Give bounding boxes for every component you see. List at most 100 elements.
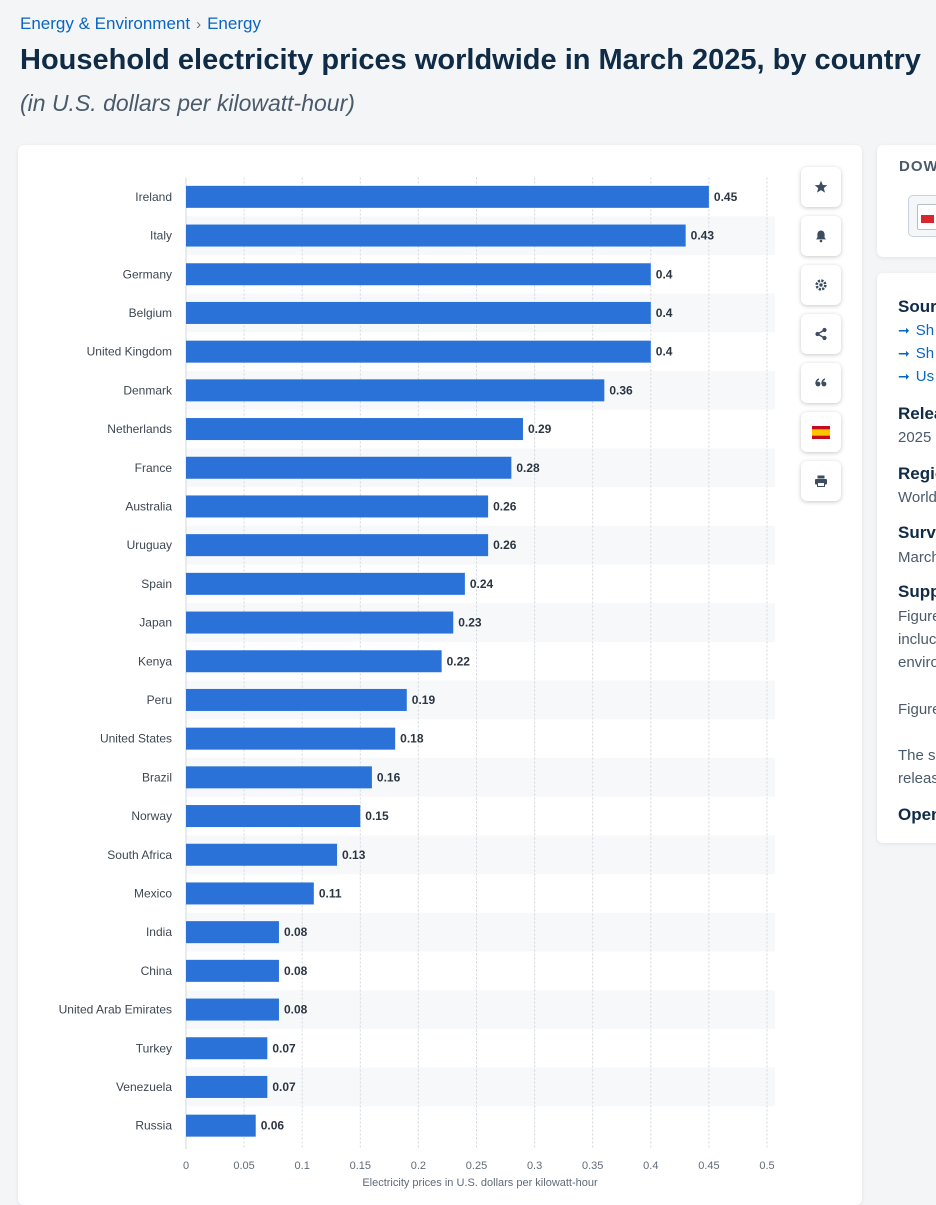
cite-button[interactable] xyxy=(801,363,841,403)
category-label: Japan xyxy=(139,616,172,630)
bar[interactable] xyxy=(186,688,407,711)
bar[interactable] xyxy=(186,959,279,982)
value-label: 0.22 xyxy=(447,654,471,668)
release-heading: Relea xyxy=(898,404,936,423)
settings-button[interactable] xyxy=(801,265,841,305)
bar[interactable] xyxy=(186,456,512,479)
bar[interactable] xyxy=(186,534,489,557)
print-icon xyxy=(815,475,827,487)
pdf-icon xyxy=(917,204,936,230)
bar[interactable] xyxy=(186,843,338,866)
bar[interactable] xyxy=(186,611,454,634)
value-label: 0.26 xyxy=(493,499,517,513)
bar[interactable] xyxy=(186,1114,256,1137)
category-label: Australia xyxy=(125,499,172,513)
print-button[interactable] xyxy=(801,461,841,501)
x-tick-label: 0.45 xyxy=(698,1160,719,1172)
supplementary-line: Figure xyxy=(898,701,936,718)
bar[interactable] xyxy=(186,882,314,905)
supplementary-line: releas xyxy=(898,770,936,787)
bar[interactable] xyxy=(186,805,361,828)
category-label: China xyxy=(141,964,173,978)
breadcrumb-link-energy[interactable]: Energy xyxy=(207,14,261,33)
chart-x-ticks: 0 0.05 0.1 0.15 0.2 0.25 0.3 0.35 0.4 0.45 0.5 xyxy=(183,1160,775,1172)
value-label: 0.4 xyxy=(656,345,673,359)
arrow-right-icon: ➞ xyxy=(898,345,910,361)
bar[interactable] xyxy=(186,185,709,208)
category-label: Denmark xyxy=(123,383,173,397)
value-label: 0.18 xyxy=(400,732,424,746)
quote-icon xyxy=(815,378,827,387)
arrow-right-icon: ➞ xyxy=(898,368,910,384)
bar-chart: Ireland Italy Germany Belgium United Kingdom… xyxy=(59,177,775,1189)
source-link-1-label: Sh xyxy=(915,322,935,339)
page-title: Household electricity prices worldwide i… xyxy=(20,44,921,76)
value-label: 0.26 xyxy=(493,538,517,552)
value-label: 0.28 xyxy=(516,461,540,475)
chart-bars xyxy=(186,185,709,1137)
row-band xyxy=(186,1067,775,1107)
source-link-2-label: Sh xyxy=(915,345,935,362)
source-link-3-label: Us xyxy=(915,368,935,385)
bar[interactable] xyxy=(186,727,396,750)
supplementary-line: Figure xyxy=(898,608,936,625)
bar[interactable] xyxy=(186,340,651,363)
survey-value: March xyxy=(898,549,936,566)
bar[interactable] xyxy=(186,263,651,286)
bar[interactable] xyxy=(186,650,442,673)
notification-button[interactable] xyxy=(801,216,841,256)
bar[interactable] xyxy=(186,572,465,595)
language-button[interactable] xyxy=(801,412,841,452)
category-label: Netherlands xyxy=(107,422,172,436)
bar[interactable] xyxy=(186,495,489,518)
star-icon xyxy=(814,180,828,193)
bar[interactable] xyxy=(186,1075,268,1098)
value-label: 0.11 xyxy=(319,886,342,900)
source-heading: Sour xyxy=(898,297,936,316)
row-band xyxy=(186,912,775,952)
x-tick-label: 0.1 xyxy=(295,1160,310,1172)
value-label: 0.24 xyxy=(470,577,494,591)
bar[interactable] xyxy=(186,1037,268,1060)
bar[interactable] xyxy=(186,921,279,944)
arrow-right-icon: ➞ xyxy=(898,322,910,338)
value-label: 0.19 xyxy=(412,693,436,707)
category-label: India xyxy=(146,925,172,939)
value-label: 0.4 xyxy=(656,306,673,320)
bar[interactable] xyxy=(186,379,605,402)
open-access-heading: Open xyxy=(898,805,936,824)
bar[interactable] xyxy=(186,301,651,324)
share-button[interactable] xyxy=(801,314,841,354)
chart-category-labels: Ireland Italy Germany Belgium United Kingdom… xyxy=(59,190,173,1133)
value-label: 0.36 xyxy=(609,383,633,397)
region-heading: Regio xyxy=(898,464,936,483)
value-label: 0.45 xyxy=(714,190,738,204)
category-label: France xyxy=(135,461,173,475)
category-label: Ireland xyxy=(135,190,172,204)
bar[interactable] xyxy=(186,766,372,789)
survey-heading: Surve xyxy=(898,523,936,542)
source-link-1[interactable]: ➞ Sh xyxy=(898,322,934,339)
x-tick-label: 0.25 xyxy=(466,1160,487,1172)
source-link-3[interactable]: ➞ Us xyxy=(898,368,934,385)
value-label: 0.06 xyxy=(261,1119,285,1133)
category-label: Italy xyxy=(150,229,172,243)
favorite-button[interactable] xyxy=(801,167,841,207)
gear-icon xyxy=(815,279,827,291)
breadcrumb-separator: › xyxy=(196,15,202,33)
breadcrumb-link-energy-environment[interactable]: Energy & Environment xyxy=(20,14,191,33)
value-label: 0.08 xyxy=(284,964,308,978)
supplementary-line: The so xyxy=(898,747,936,764)
bar[interactable] xyxy=(186,224,686,247)
x-tick-label: 0.3 xyxy=(527,1160,542,1172)
bar[interactable] xyxy=(186,418,523,441)
download-pdf-button[interactable] xyxy=(908,195,936,237)
bell-icon xyxy=(816,230,826,243)
bar[interactable] xyxy=(186,998,279,1021)
x-tick-label: 0 xyxy=(183,1160,189,1172)
source-link-2[interactable]: ➞ Sh xyxy=(898,345,934,362)
x-tick-label: 0.4 xyxy=(643,1160,658,1172)
page-subtitle: (in U.S. dollars per kilowatt-hour) xyxy=(20,90,355,116)
category-label: Spain xyxy=(141,577,172,591)
share-icon xyxy=(815,327,827,341)
